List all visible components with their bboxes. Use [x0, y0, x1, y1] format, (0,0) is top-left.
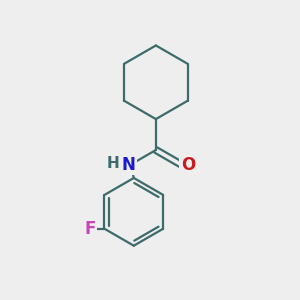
Text: O: O	[181, 156, 195, 174]
Text: F: F	[84, 220, 95, 238]
Text: N: N	[122, 156, 136, 174]
Text: H: H	[107, 156, 120, 171]
